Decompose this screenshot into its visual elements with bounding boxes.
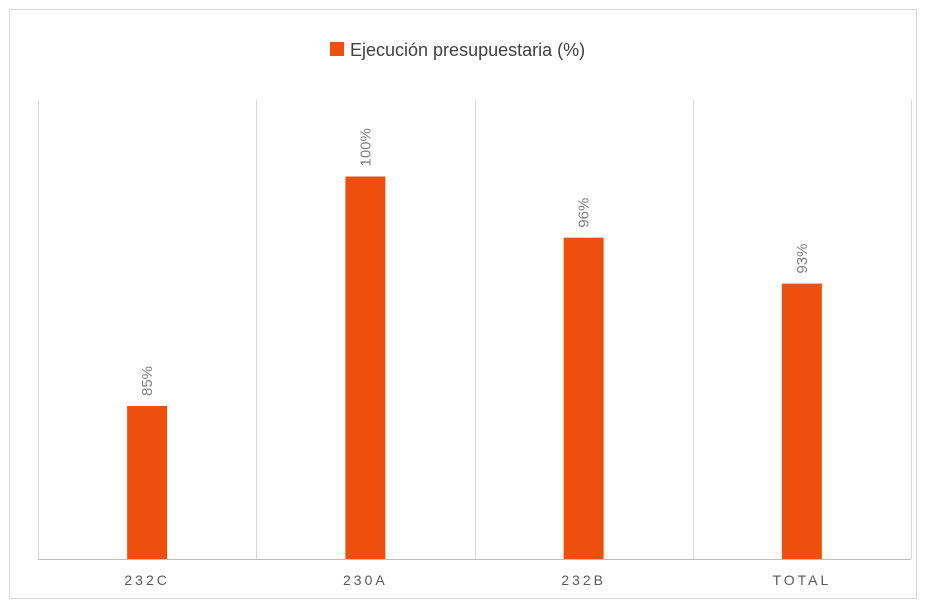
bar-230a <box>345 176 386 559</box>
bar-total <box>781 283 822 559</box>
data-label-232b: 96% <box>576 198 593 228</box>
category-label-232c: 232C <box>124 572 169 588</box>
grid-lines <box>38 100 912 559</box>
legend-label: Ejecución presupuestaria (%) <box>350 40 585 60</box>
bar-232c <box>127 406 168 559</box>
legend: Ejecución presupuestaria (%) <box>330 40 585 60</box>
data-label-232c: 85% <box>139 366 156 396</box>
category-label-total: TOTAL <box>772 572 831 588</box>
category-label-230a: 230A <box>343 572 388 588</box>
bar-232b <box>563 237 604 559</box>
data-label-230a: 100% <box>357 128 374 166</box>
legend-swatch <box>330 42 344 56</box>
category-labels: 232C 230A 232B TOTAL <box>124 572 831 588</box>
data-labels: 85% 100% 96% 93% <box>139 128 811 396</box>
bars <box>127 176 822 559</box>
data-label-total: 93% <box>794 244 811 274</box>
category-label-232b: 232B <box>561 572 606 588</box>
